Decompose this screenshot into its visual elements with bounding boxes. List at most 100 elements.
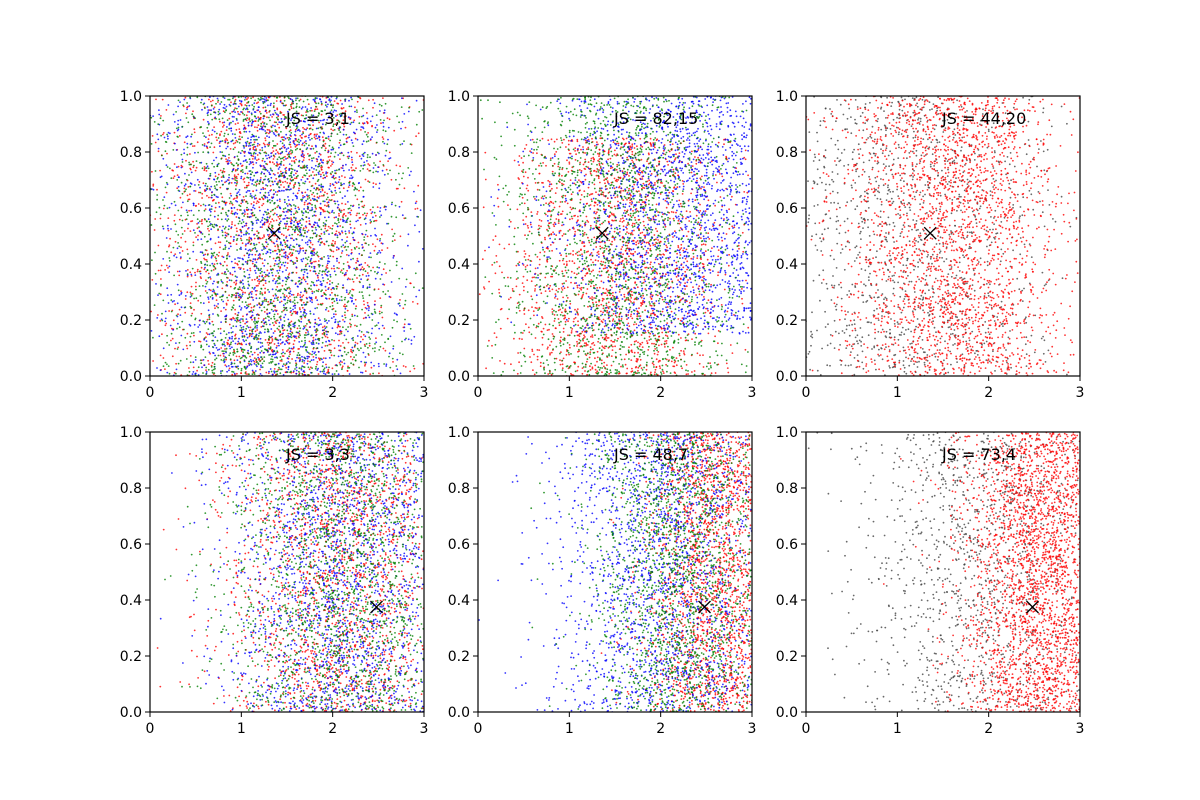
data-point	[273, 371, 276, 374]
data-point	[283, 264, 286, 267]
data-point	[224, 181, 226, 184]
data-point	[210, 269, 213, 272]
data-point	[245, 167, 248, 170]
data-point	[248, 104, 251, 107]
data-point	[270, 126, 273, 129]
data-point	[242, 118, 245, 121]
data-point	[237, 105, 240, 108]
data-point	[247, 216, 249, 218]
data-point	[339, 225, 342, 227]
data-point	[173, 219, 176, 222]
data-point	[309, 260, 312, 263]
data-point	[243, 130, 246, 133]
data-point	[258, 282, 260, 285]
data-point	[268, 173, 271, 176]
data-point	[316, 347, 319, 349]
data-point	[279, 301, 281, 304]
data-point	[389, 366, 392, 369]
data-point	[314, 260, 317, 263]
data-point	[195, 166, 198, 169]
data-point	[398, 302, 401, 305]
data-point	[299, 327, 302, 330]
data-point	[347, 136, 349, 139]
data-point	[202, 320, 205, 322]
data-point	[247, 249, 250, 252]
data-point	[304, 325, 307, 327]
data-point	[312, 356, 315, 358]
data-point	[299, 334, 301, 337]
data-point	[253, 316, 256, 319]
data-point	[374, 277, 377, 280]
data-point	[294, 194, 297, 197]
data-point	[265, 245, 268, 248]
data-point	[336, 200, 339, 203]
data-point	[322, 224, 325, 227]
data-point	[254, 194, 257, 197]
data-point	[304, 252, 307, 254]
data-point	[230, 182, 233, 184]
data-point	[275, 96, 278, 99]
data-point	[230, 327, 233, 329]
data-point	[317, 276, 319, 279]
data-point	[326, 262, 329, 265]
data-point	[307, 119, 309, 122]
data-point	[350, 350, 352, 353]
data-point	[275, 352, 277, 354]
data-point	[306, 203, 309, 206]
data-point	[241, 169, 244, 171]
data-point	[292, 249, 295, 251]
data-point	[318, 359, 321, 361]
data-point	[254, 258, 257, 260]
data-point	[234, 146, 236, 149]
data-point	[221, 117, 224, 120]
data-point	[372, 182, 375, 185]
data-point	[161, 312, 163, 315]
data-point	[296, 221, 299, 224]
data-point	[165, 141, 168, 144]
data-point	[361, 254, 363, 256]
data-point	[313, 214, 316, 217]
data-point	[322, 222, 325, 224]
data-point	[308, 368, 311, 371]
data-point	[371, 125, 373, 128]
data-point	[404, 303, 406, 306]
data-point	[269, 184, 272, 187]
data-point	[355, 220, 358, 223]
data-point	[302, 120, 305, 123]
data-point	[190, 183, 193, 185]
data-point	[359, 170, 362, 172]
data-point	[412, 365, 415, 367]
data-point	[226, 370, 229, 373]
data-point	[358, 189, 360, 192]
data-point	[233, 317, 235, 320]
data-point	[325, 266, 328, 268]
data-point	[331, 194, 333, 197]
data-point	[337, 181, 340, 184]
data-point	[230, 161, 233, 164]
data-point	[287, 152, 290, 155]
data-point	[284, 343, 286, 346]
data-point	[289, 244, 292, 247]
data-point	[399, 352, 401, 354]
data-point	[330, 152, 332, 155]
data-point	[238, 135, 241, 138]
data-point	[183, 230, 186, 232]
data-point	[251, 135, 254, 138]
data-point	[222, 264, 225, 267]
data-point	[276, 213, 278, 216]
data-point	[318, 136, 321, 138]
data-point	[310, 252, 312, 255]
data-point	[327, 339, 330, 342]
data-point	[307, 229, 310, 232]
data-point	[295, 364, 297, 367]
data-point	[309, 133, 312, 136]
data-point	[226, 145, 229, 148]
data-point	[346, 261, 349, 263]
data-point	[310, 342, 313, 344]
data-point	[276, 151, 279, 154]
data-point	[202, 151, 205, 154]
data-point	[263, 259, 266, 261]
data-point	[320, 282, 323, 285]
data-point	[250, 360, 253, 363]
data-point	[290, 248, 293, 251]
